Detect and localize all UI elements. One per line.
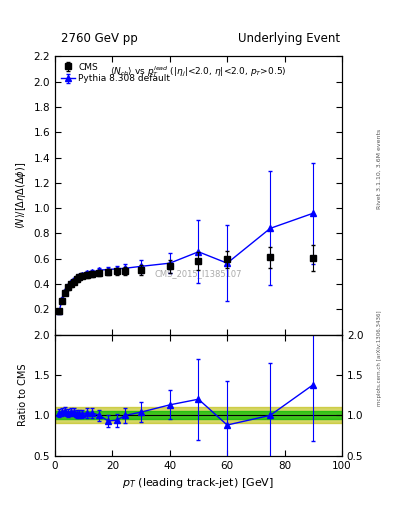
Text: CMS_2015_I1385107: CMS_2015_I1385107 [155,269,242,278]
Text: mcplots.cern.ch [arXiv:1306.3436]: mcplots.cern.ch [arXiv:1306.3436] [377,311,382,406]
Bar [55,411,342,419]
Text: Underlying Event: Underlying Event [238,32,340,45]
Text: 2760 GeV pp: 2760 GeV pp [61,32,138,45]
Legend: CMS, Pythia 8.308 default: CMS, Pythia 8.308 default [59,61,172,85]
Y-axis label: $\langle N \rangle/[\Delta\eta\Delta(\Delta\phi)]$: $\langle N \rangle/[\Delta\eta\Delta(\De… [14,162,28,229]
Text: $\langle N_{ch}\rangle$ vs $p_T^{lead}$ ($|\eta_j|$<2.0, $\eta$|<2.0, $p_T$>0.5): $\langle N_{ch}\rangle$ vs $p_T^{lead}$ … [110,65,287,79]
X-axis label: $p_T$ (leading track-jet) [GeV]: $p_T$ (leading track-jet) [GeV] [123,476,274,490]
Text: Rivet 3.1.10, 3.6M events: Rivet 3.1.10, 3.6M events [377,129,382,209]
Bar [55,407,342,423]
Y-axis label: Ratio to CMS: Ratio to CMS [18,364,28,426]
